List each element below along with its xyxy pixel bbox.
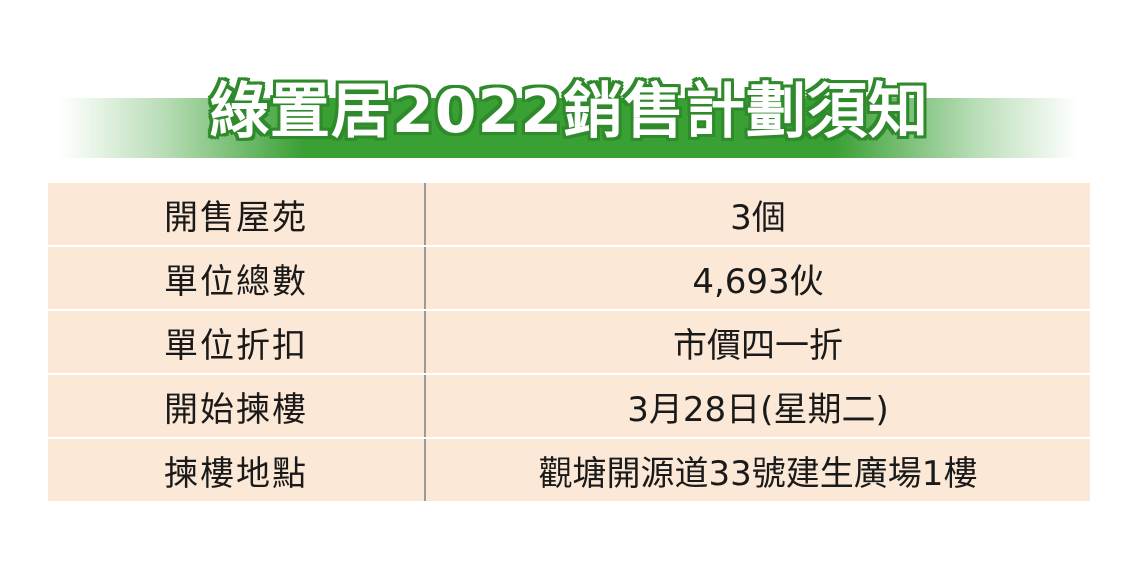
row-value: 市價四一折 (673, 325, 843, 366)
info-table: 開售屋苑 3個 單位總數 4,693伙 單位折扣 市價四一折 開始揀樓 3月28… (48, 183, 1090, 501)
title-banner (60, 98, 1078, 158)
row-label: 開始揀樓 (48, 375, 426, 437)
row-value: 觀塘開源道33號建生廣場1樓 (538, 453, 978, 494)
table-row: 開始揀樓 3月28日(星期二) (48, 375, 1090, 439)
table-row: 揀樓地點 觀塘開源道33號建生廣場1樓 (48, 439, 1090, 501)
row-value: 3個 (730, 197, 786, 238)
row-label: 揀樓地點 (48, 439, 426, 501)
page-title: 綠置居2022銷售計劃須知 (209, 77, 929, 147)
table-row: 單位折扣 市價四一折 (48, 311, 1090, 375)
row-value: 3月28日(星期二) (627, 389, 889, 430)
row-label: 開售屋苑 (48, 183, 426, 245)
table-row: 開售屋苑 3個 (48, 183, 1090, 247)
row-label: 單位總數 (48, 247, 426, 309)
row-value: 4,693伙 (692, 261, 824, 302)
table-row: 單位總數 4,693伙 (48, 247, 1090, 311)
row-label: 單位折扣 (48, 311, 426, 373)
